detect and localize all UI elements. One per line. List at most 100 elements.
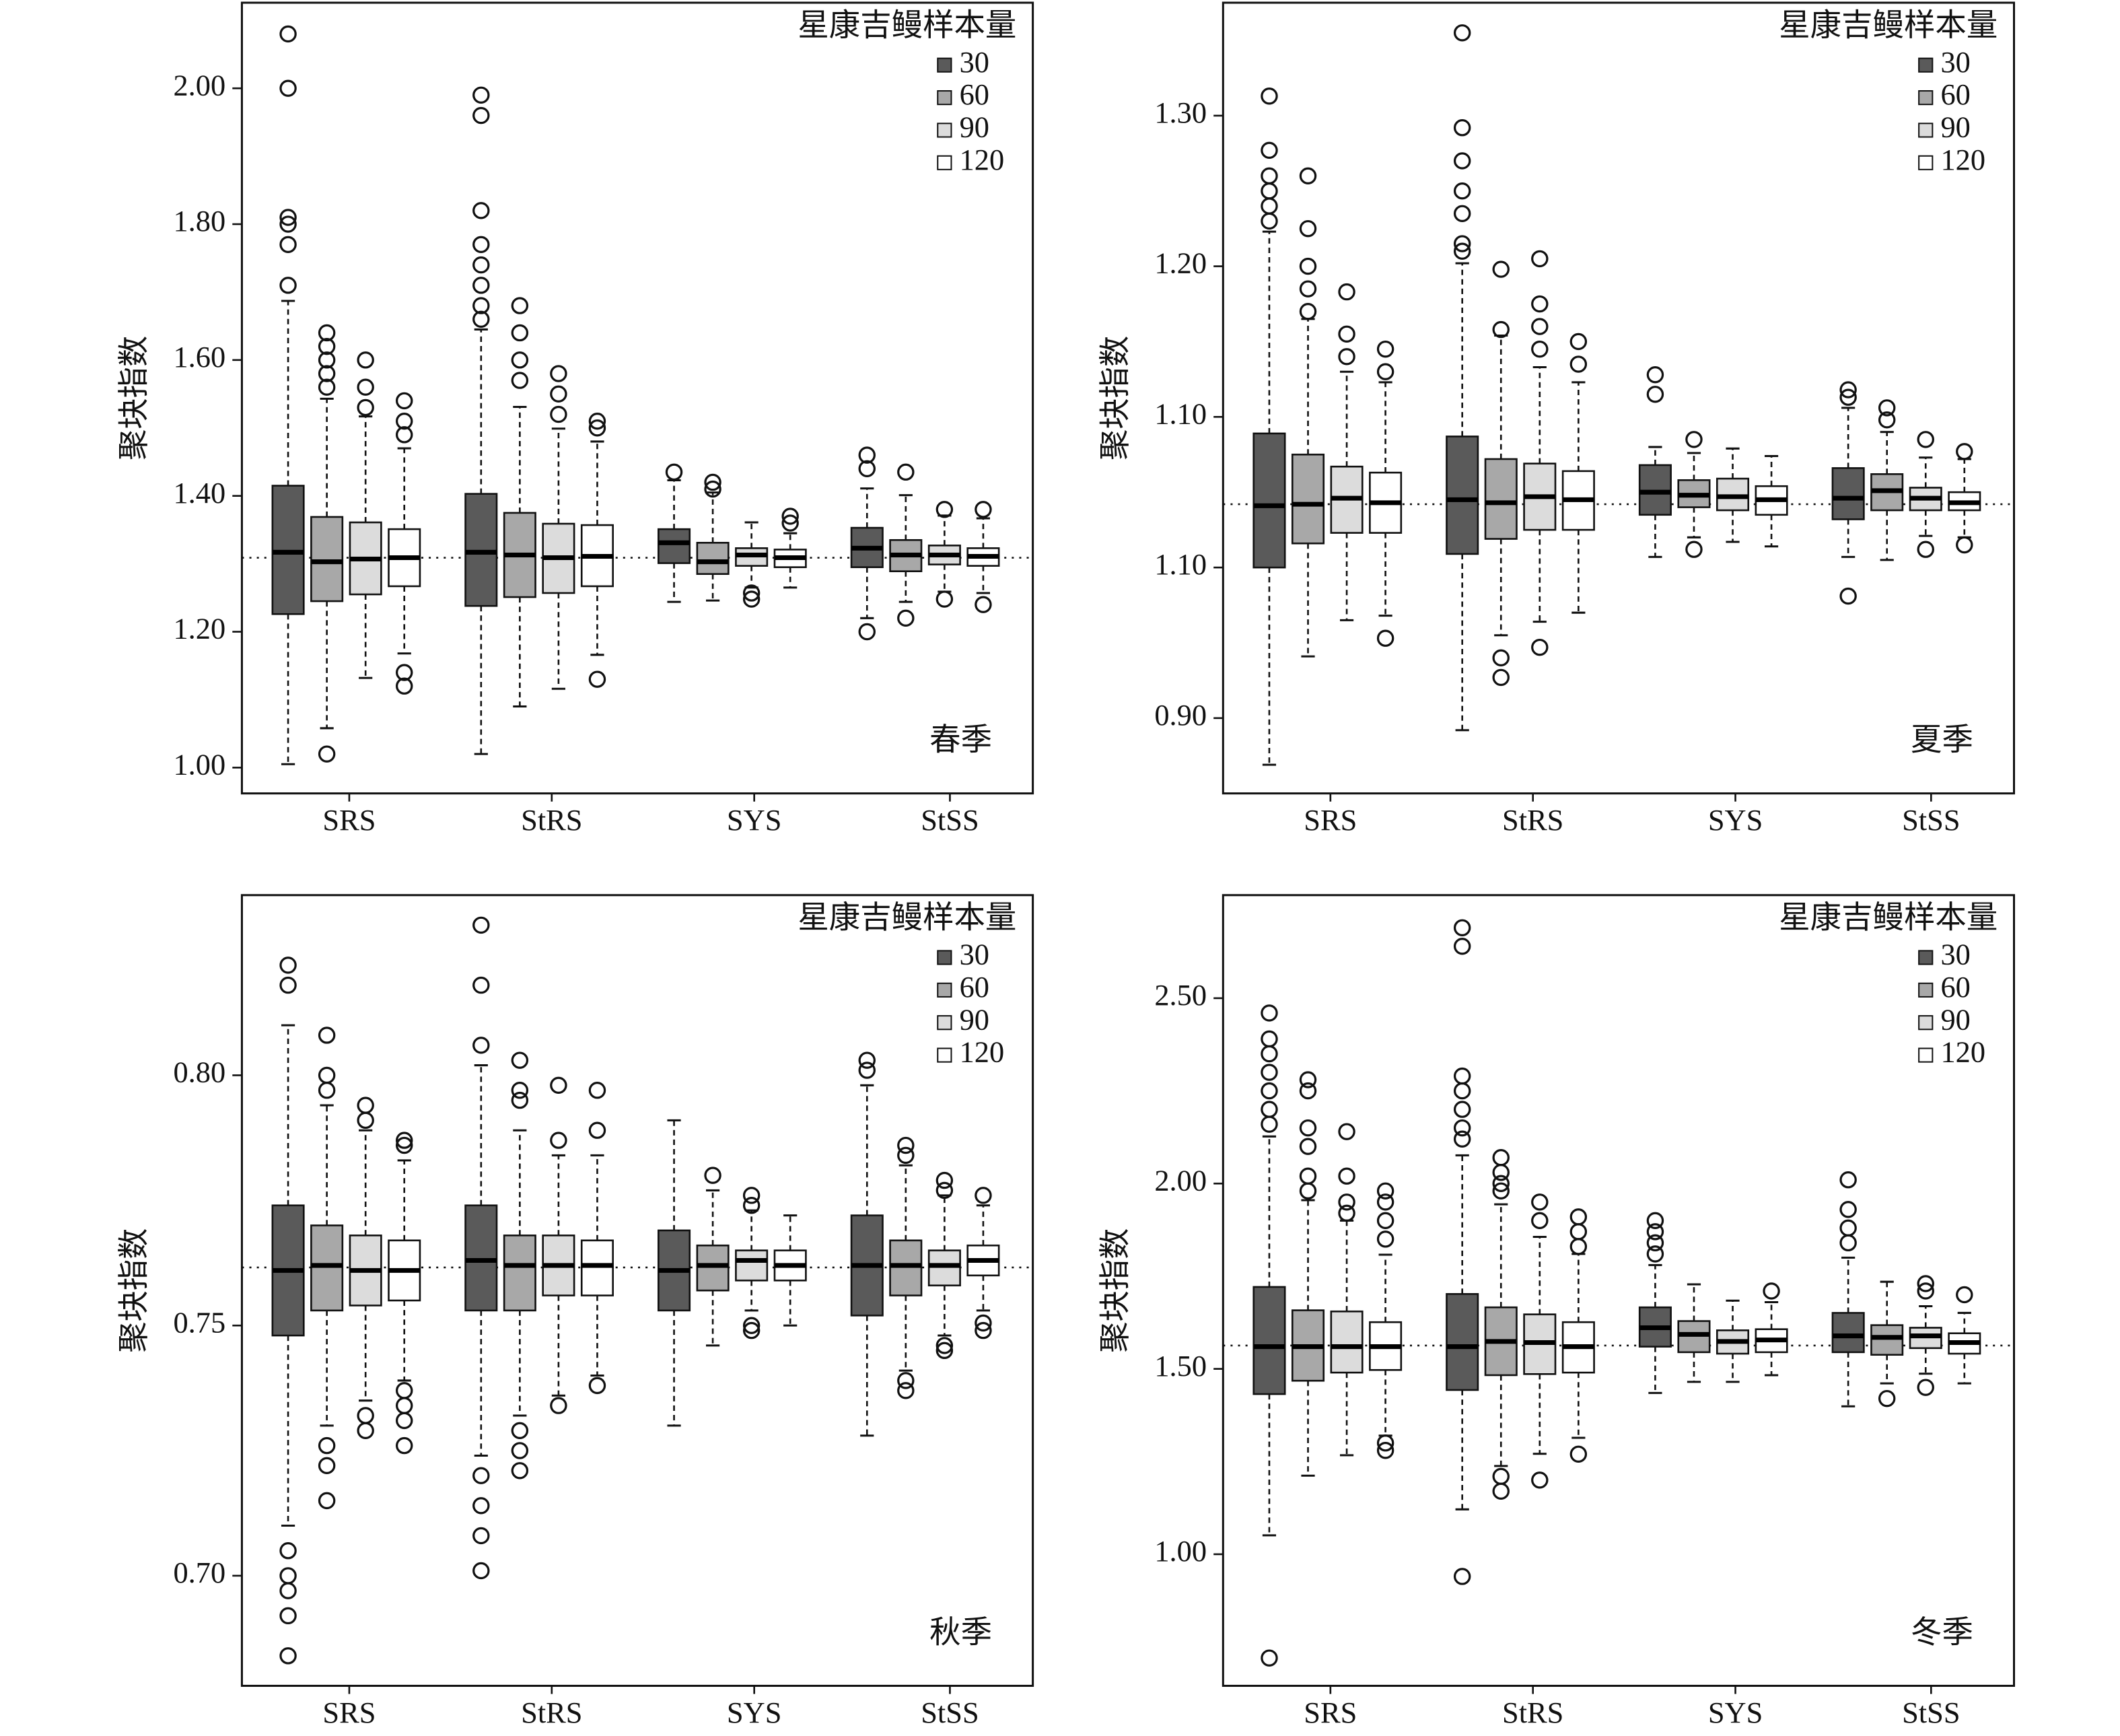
outlier	[1531, 1193, 1549, 1211]
outlier	[1453, 152, 1471, 170]
x-tick-label: SYS	[727, 1696, 781, 1729]
outlier	[550, 385, 567, 403]
outlier	[472, 1497, 490, 1515]
y-tick-label: 0.75	[173, 1305, 225, 1339]
outlier	[897, 609, 915, 627]
legend-label: 60	[1940, 77, 1970, 111]
outlier	[318, 1492, 336, 1510]
outlier	[1338, 1204, 1355, 1222]
outlier	[396, 1382, 413, 1399]
outlier	[472, 1467, 490, 1484]
outlier	[1685, 431, 1703, 448]
outlier	[1376, 363, 1394, 380]
outlier	[975, 596, 992, 613]
legend-swatch	[1918, 982, 1934, 998]
x-tick-label: SRS	[1304, 803, 1357, 837]
outlier	[1261, 88, 1278, 105]
box	[310, 1224, 344, 1312]
outlier	[550, 1132, 567, 1149]
legend-swatch	[937, 950, 952, 965]
outlier	[318, 1082, 336, 1099]
outlier	[1646, 1245, 1664, 1263]
outlier	[1646, 386, 1664, 403]
outlier	[318, 1436, 336, 1455]
outlier	[1839, 1171, 1857, 1189]
outlier	[665, 463, 683, 481]
x-tick-label: SRS	[1304, 1696, 1357, 1729]
outlier	[472, 256, 490, 274]
outlier	[1492, 668, 1510, 687]
legend-label: 30	[960, 938, 989, 971]
outlier	[975, 1187, 992, 1204]
outlier	[472, 236, 490, 253]
outlier	[396, 1132, 413, 1149]
legend-label: 90	[1940, 1002, 1970, 1036]
outlier	[472, 297, 490, 314]
x-tick-label: StSS	[1902, 803, 1960, 837]
y-tick-label: 1.10	[1154, 397, 1207, 431]
y-tick-label: 1.20	[173, 612, 225, 646]
outlier	[1531, 250, 1549, 268]
outlier	[511, 351, 529, 369]
outlier	[1646, 1212, 1664, 1230]
outlier	[1531, 638, 1549, 656]
outlier	[1531, 1471, 1549, 1489]
outlier	[1299, 1167, 1317, 1185]
outlier	[1839, 1201, 1857, 1218]
outlier	[279, 1607, 297, 1625]
plot-frame	[240, 1, 1034, 795]
outlier	[472, 916, 490, 934]
outlier	[511, 1091, 529, 1109]
outlier	[1917, 1275, 1934, 1292]
outlier	[318, 324, 336, 342]
outlier	[1261, 1101, 1278, 1118]
outlier	[1917, 1379, 1934, 1396]
outlier	[742, 584, 761, 602]
box	[1252, 1286, 1286, 1395]
outlier	[1646, 366, 1664, 384]
legend-title: 星康吉鳗样本量	[1779, 7, 1998, 43]
legend-label: 90	[1940, 110, 1970, 144]
outlier	[588, 1121, 606, 1139]
outlier	[1338, 348, 1355, 366]
y-axis-label: 聚块指数	[1096, 336, 1133, 460]
outlier	[396, 1412, 413, 1430]
plot-frame	[1222, 1, 2016, 795]
y-tick-label: 2.00	[1154, 1163, 1207, 1197]
legend-label: 60	[960, 77, 989, 111]
box	[464, 1204, 498, 1312]
outlier	[472, 86, 490, 104]
outlier	[1299, 1082, 1317, 1100]
outlier	[1453, 1067, 1471, 1085]
outlier	[550, 405, 567, 423]
outlier	[511, 1082, 529, 1099]
outlier	[396, 664, 413, 681]
outlier	[1839, 1234, 1857, 1252]
outlier	[1956, 443, 1973, 460]
y-tick-label: 1.20	[1154, 246, 1207, 280]
outlier	[742, 1187, 761, 1204]
legend-swatch	[937, 57, 952, 73]
legend-label: 120	[960, 143, 1005, 176]
outlier	[1261, 167, 1278, 185]
outlier	[396, 392, 413, 410]
outlier	[704, 1167, 721, 1184]
x-tick-label: StSS	[921, 1696, 979, 1729]
outlier	[1492, 1467, 1510, 1485]
outlier	[1299, 1071, 1317, 1088]
outlier	[279, 236, 297, 253]
outlier	[472, 310, 490, 328]
outlier	[1453, 1130, 1471, 1148]
legend-swatch	[1918, 1015, 1934, 1031]
outlier	[1376, 1434, 1394, 1452]
outlier	[1338, 1193, 1355, 1211]
box	[1831, 467, 1865, 520]
legend-label: 120	[1940, 143, 1985, 176]
legend-label: 60	[960, 970, 989, 1004]
box	[696, 541, 730, 576]
outlier	[897, 463, 915, 481]
outlier	[588, 1377, 606, 1395]
outlier	[588, 1082, 606, 1099]
legend-title: 星康吉鳗样本量	[1779, 899, 1998, 936]
